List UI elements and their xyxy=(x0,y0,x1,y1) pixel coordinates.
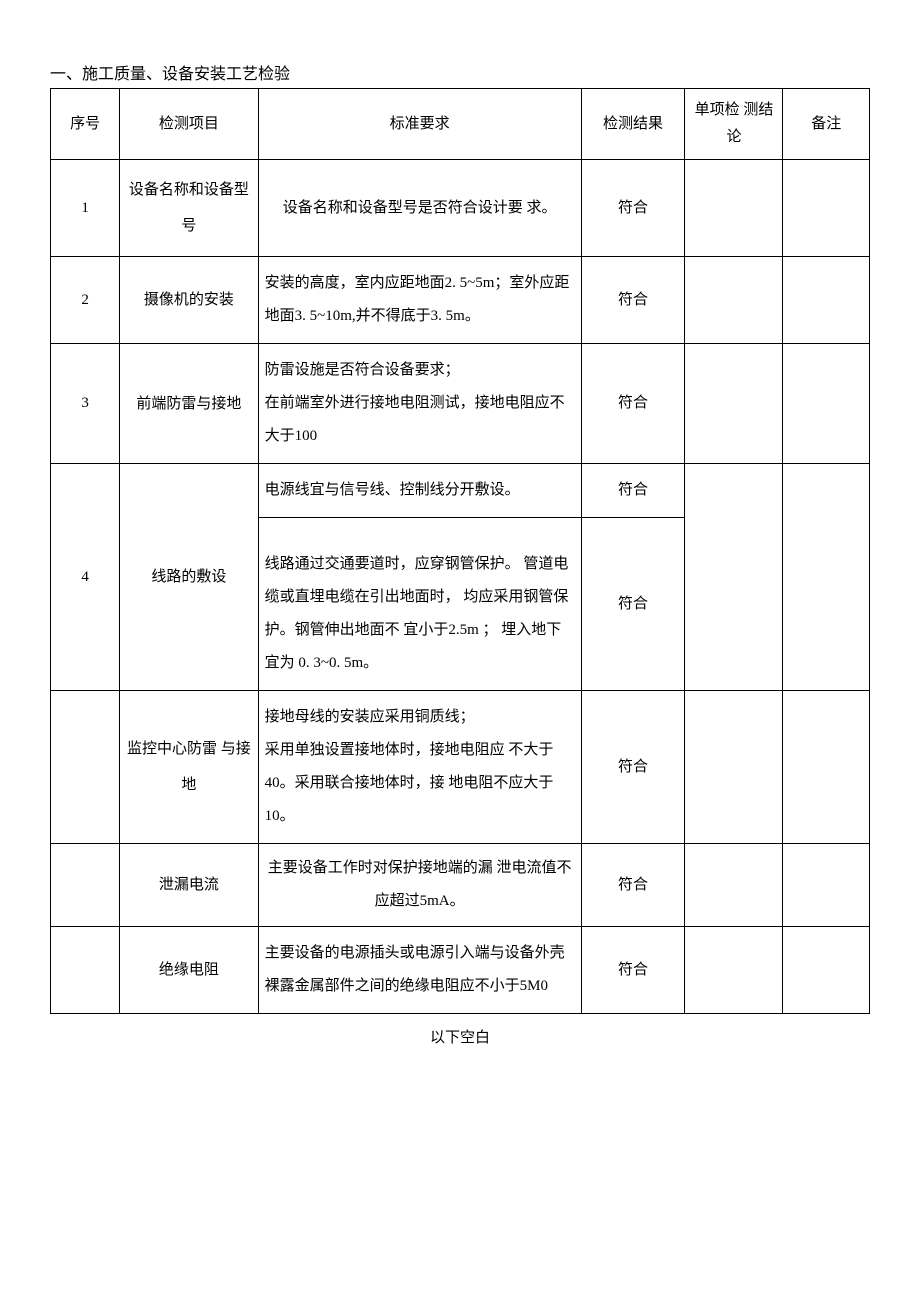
cell-conclusion xyxy=(685,257,783,344)
cell-item: 绝缘电阻 xyxy=(120,927,258,1014)
header-requirement: 标准要求 xyxy=(258,89,581,160)
cell-conclusion xyxy=(685,464,783,691)
table-row: 4 线路的敷设 电源线宜与信号线、控制线分开敷设。 符合 xyxy=(51,464,870,518)
table-row: 1 设备名称和设备型号 设备名称和设备型号是否符合设计要 求。 符合 xyxy=(51,160,870,257)
cell-requirement: 设备名称和设备型号是否符合设计要 求。 xyxy=(258,160,581,257)
cell-item: 监控中心防雷 与接地 xyxy=(120,691,258,844)
cell-item: 线路的敷设 xyxy=(120,464,258,691)
cell-remark xyxy=(783,691,870,844)
table-row: 3 前端防雷与接地 防雷设施是否符合设备要求； 在前端室外进行接地电阻测试，接地… xyxy=(51,344,870,464)
cell-remark xyxy=(783,257,870,344)
cell-requirement: 电源线宜与信号线、控制线分开敷设。 xyxy=(258,464,581,518)
header-remark: 备注 xyxy=(783,89,870,160)
table-row: 监控中心防雷 与接地 接地母线的安装应采用铜质线； 采用单独设置接地体时，接地电… xyxy=(51,691,870,844)
cell-result: 符合 xyxy=(581,344,685,464)
cell-num: 2 xyxy=(51,257,120,344)
table-row: 2 摄像机的安装 安装的高度，室内应距地面2. 5~5m；室外应距地面3. 5~… xyxy=(51,257,870,344)
cell-conclusion xyxy=(685,927,783,1014)
cell-num xyxy=(51,844,120,927)
cell-result: 符合 xyxy=(581,691,685,844)
cell-conclusion xyxy=(685,844,783,927)
cell-result: 符合 xyxy=(581,927,685,1014)
header-num: 序号 xyxy=(51,89,120,160)
cell-num: 1 xyxy=(51,160,120,257)
cell-requirement: 线路通过交通要道时，应穿钢管保护。 管道电缆或直埋电缆在引出地面时， 均应采用钢… xyxy=(258,518,581,691)
cell-result: 符合 xyxy=(581,518,685,691)
cell-remark xyxy=(783,844,870,927)
cell-result: 符合 xyxy=(581,160,685,257)
cell-item: 泄漏电流 xyxy=(120,844,258,927)
header-conclusion: 单项检 测结论 xyxy=(685,89,783,160)
cell-item: 摄像机的安装 xyxy=(120,257,258,344)
cell-result: 符合 xyxy=(581,464,685,518)
header-item: 检测项目 xyxy=(120,89,258,160)
header-result: 检测结果 xyxy=(581,89,685,160)
inspection-table: 序号 检测项目 标准要求 检测结果 单项检 测结论 备注 1 设备名称和设备型号… xyxy=(50,88,870,1014)
cell-num: 3 xyxy=(51,344,120,464)
table-header-row: 序号 检测项目 标准要求 检测结果 单项检 测结论 备注 xyxy=(51,89,870,160)
cell-requirement: 主要设备的电源插头或电源引入端与设备外壳裸露金属部件之间的绝缘电阻应不小于5M0 xyxy=(258,927,581,1014)
cell-remark xyxy=(783,464,870,691)
cell-num xyxy=(51,691,120,844)
cell-remark xyxy=(783,344,870,464)
table-row: 绝缘电阻 主要设备的电源插头或电源引入端与设备外壳裸露金属部件之间的绝缘电阻应不… xyxy=(51,927,870,1014)
cell-remark xyxy=(783,927,870,1014)
cell-num xyxy=(51,927,120,1014)
cell-requirement: 接地母线的安装应采用铜质线； 采用单独设置接地体时，接地电阻应 不大于40。采用… xyxy=(258,691,581,844)
cell-conclusion xyxy=(685,691,783,844)
cell-num: 4 xyxy=(51,464,120,691)
cell-item: 设备名称和设备型号 xyxy=(120,160,258,257)
cell-conclusion xyxy=(685,344,783,464)
cell-requirement: 防雷设施是否符合设备要求； 在前端室外进行接地电阻测试，接地电阻应不大于100 xyxy=(258,344,581,464)
footer-text: 以下空白 xyxy=(50,1026,870,1047)
cell-item: 前端防雷与接地 xyxy=(120,344,258,464)
cell-requirement: 主要设备工作时对保护接地端的漏 泄电流值不应超过5mA。 xyxy=(258,844,581,927)
cell-conclusion xyxy=(685,160,783,257)
cell-remark xyxy=(783,160,870,257)
cell-result: 符合 xyxy=(581,257,685,344)
table-row: 泄漏电流 主要设备工作时对保护接地端的漏 泄电流值不应超过5mA。 符合 xyxy=(51,844,870,927)
cell-result: 符合 xyxy=(581,844,685,927)
section-title: 一、施工质量、设备安装工艺检验 xyxy=(50,60,870,84)
cell-requirement: 安装的高度，室内应距地面2. 5~5m；室外应距地面3. 5~10m,并不得底于… xyxy=(258,257,581,344)
